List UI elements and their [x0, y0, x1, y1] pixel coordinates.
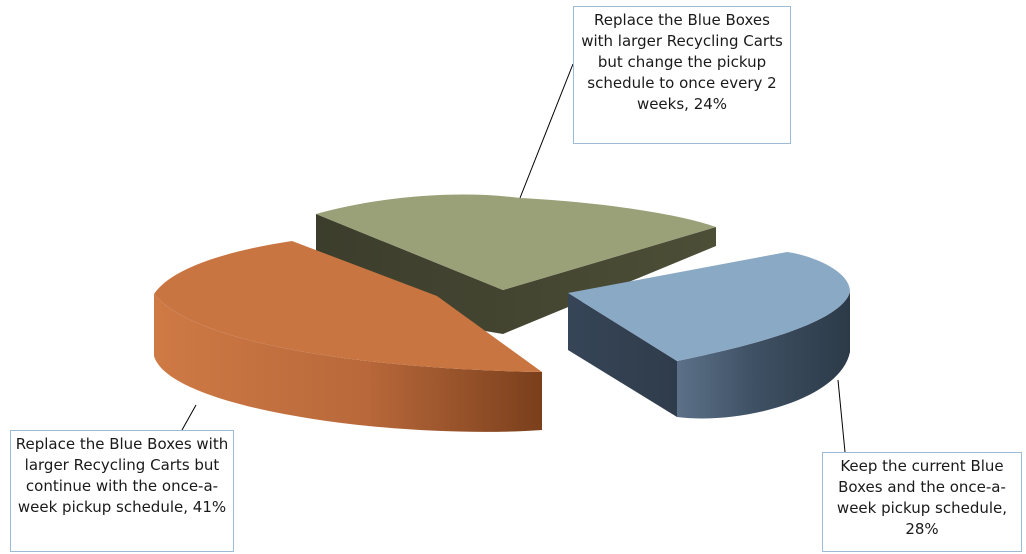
slice-keep-wall: [677, 292, 850, 419]
leader-line-biweekly: [519, 63, 574, 199]
slice-keep-inner-wall: [568, 293, 677, 417]
slice-weekly-carts-top: [154, 241, 542, 372]
data-label-keep: Keep the current Blue Boxes and the once…: [822, 452, 1022, 552]
slice-keep-top: [568, 252, 850, 361]
slice-keep: [568, 252, 850, 419]
slice-weekly-carts-wall: [154, 294, 542, 432]
slice-weekly-carts: [154, 241, 542, 432]
leader-line-keep: [837, 379, 846, 453]
data-label-biweekly: Replace the Blue Boxes with larger Recyc…: [573, 6, 791, 144]
data-label-weekly-carts: Replace the Blue Boxes with larger Recyc…: [10, 430, 234, 552]
slice-biweekly-top: [316, 194, 716, 290]
leader-line-weekly-carts: [181, 404, 197, 431]
